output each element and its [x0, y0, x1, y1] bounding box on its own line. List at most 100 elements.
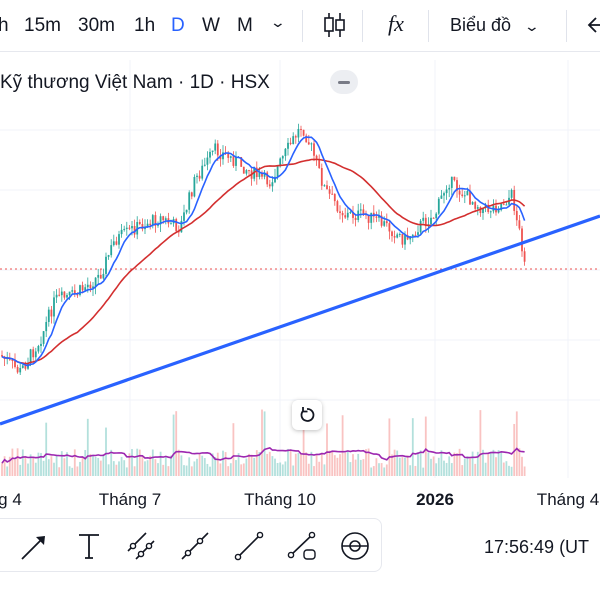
candle-body: [352, 212, 354, 218]
volume-bar: [206, 463, 209, 476]
volume-bar: [110, 449, 113, 476]
polyline-icon[interactable]: [286, 529, 320, 563]
volume-bar: [326, 423, 328, 476]
volume-bar: [443, 460, 445, 476]
indicators-fx-icon[interactable]: fx: [386, 10, 414, 47]
arrow-left-icon[interactable]: [584, 14, 600, 41]
volume-bar: [47, 459, 50, 476]
candle-body: [461, 194, 464, 196]
toolbar-divider: [566, 10, 567, 42]
chart-canvas[interactable]: [0, 52, 600, 514]
volume-bar: [128, 453, 131, 476]
candle-body: [289, 142, 292, 145]
timeframe-m[interactable]: M: [237, 15, 253, 36]
candle-body: [63, 291, 66, 298]
candle-body: [469, 190, 471, 205]
volume-bar: [500, 451, 503, 476]
candle-body: [453, 176, 456, 181]
volume-bar: [146, 460, 149, 476]
volume-bar: [284, 461, 287, 476]
chart-type-dropdown[interactable]: Biểu đồ ⌄: [450, 15, 540, 36]
candle-body: [214, 143, 217, 151]
candle-body: [232, 156, 235, 166]
volume-bar: [237, 453, 240, 476]
volume-bar: [313, 466, 315, 476]
candle-body: [81, 285, 84, 291]
candle-body: [183, 212, 185, 221]
candle-body: [419, 220, 422, 233]
candle-body: [211, 150, 214, 152]
volume-bar: [294, 453, 297, 476]
arrow-tool-icon[interactable]: [18, 529, 52, 563]
candle-body: [476, 207, 479, 209]
volume-bar: [263, 411, 266, 476]
candle-body: [398, 234, 401, 236]
candle-body: [310, 143, 313, 145]
volume-bar: [349, 462, 352, 476]
candle-body: [383, 221, 386, 226]
timeframe-30m[interactable]: 30m: [78, 15, 115, 36]
volume-bar: [97, 457, 100, 476]
volume-bar: [271, 456, 274, 476]
candle-body: [68, 291, 71, 295]
candle-body: [203, 164, 206, 166]
volume-bar: [458, 448, 461, 476]
volume-bar: [175, 411, 178, 476]
candle-body: [16, 366, 19, 373]
timeframe-15m[interactable]: 15m: [24, 15, 61, 36]
volume-bar: [245, 458, 248, 476]
candle-body: [14, 361, 16, 367]
clock-timezone-button[interactable]: 17:56:49 (UT: [484, 537, 590, 557]
candle-body: [66, 294, 68, 298]
trend-line-icon[interactable]: [232, 529, 266, 563]
magnet-icon[interactable]: [338, 529, 372, 563]
candlestick-icon[interactable]: [322, 10, 346, 45]
volume-bar: [235, 460, 237, 476]
timeframe-d[interactable]: D: [171, 15, 185, 36]
volume-bar: [81, 457, 84, 476]
candle-body: [45, 321, 48, 332]
volume-bar: [378, 463, 380, 476]
candle-body: [71, 290, 74, 292]
candle-body: [99, 274, 102, 279]
volume-bar: [170, 455, 172, 476]
volume-bar: [27, 463, 29, 476]
timeframe-1h[interactable]: 1h: [134, 15, 156, 36]
volume-bar: [167, 466, 170, 476]
candle-body: [505, 204, 508, 206]
volume-bar: [14, 459, 16, 476]
candle-body: [115, 241, 118, 245]
candle-body: [393, 236, 396, 238]
candle-body: [258, 172, 261, 177]
volume-bar: [341, 415, 344, 476]
text-tool-icon[interactable]: [72, 529, 106, 563]
candle-body: [149, 223, 152, 226]
chevron-down-icon[interactable]: ⌄: [269, 14, 287, 30]
volume-bar: [115, 464, 118, 476]
volume-bar: [203, 458, 206, 476]
candle-body: [146, 223, 149, 227]
volume-bar: [84, 450, 87, 476]
candle-body: [388, 223, 391, 232]
volume-bar: [242, 463, 245, 476]
timeframe-h[interactable]: h: [0, 15, 9, 36]
volume-bar: [123, 460, 126, 476]
volume-bar: [253, 457, 256, 476]
timeframe-w[interactable]: W: [202, 15, 220, 36]
volume-bar: [266, 453, 269, 476]
time-axis[interactable]: g 4 Tháng 7 Tháng 10 2026 Tháng 4: [0, 478, 600, 518]
candle-body: [73, 290, 76, 295]
volume-bar: [419, 450, 422, 476]
volume-bar: [250, 454, 253, 476]
candle-body: [391, 231, 393, 237]
symbol-legend[interactable]: Kỹ thương Việt Nam · 1D · HSX: [0, 72, 270, 93]
volume-bar: [118, 461, 120, 476]
ray-tool-icon[interactable]: [178, 529, 212, 563]
legend-collapse-button[interactable]: [330, 70, 358, 94]
candle-body: [190, 192, 193, 197]
volume-bar: [453, 452, 456, 476]
volume-bar: [107, 464, 110, 476]
reset-chart-button[interactable]: [292, 400, 322, 430]
price-chart[interactable]: [0, 52, 600, 514]
parallel-channel-icon[interactable]: [124, 529, 158, 563]
